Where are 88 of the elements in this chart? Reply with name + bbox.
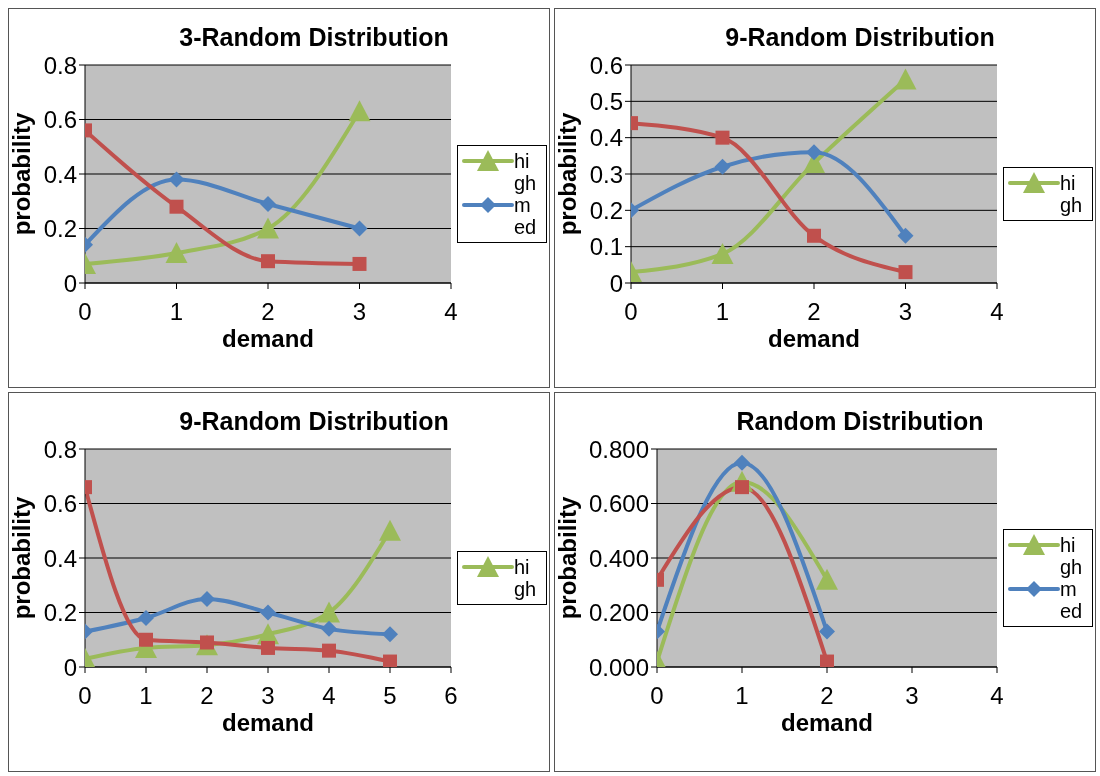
point xyxy=(894,68,917,90)
point xyxy=(383,654,397,667)
x-tick-label: 1 xyxy=(735,682,749,710)
chart-title: 3-Random Distribution xyxy=(178,23,450,52)
x-tick-label: 3 xyxy=(352,298,367,326)
x-tick-label: 4 xyxy=(990,298,1004,326)
y-axis-title: probability xyxy=(7,112,35,236)
y-tick-label: 0.5 xyxy=(589,87,623,115)
x-axis-title: demand xyxy=(767,325,861,352)
y-tick-label: 0.8 xyxy=(43,435,77,463)
y-axis-title: probability xyxy=(553,496,581,620)
point xyxy=(382,626,398,643)
y-tick-label: 0 xyxy=(63,269,77,297)
point xyxy=(260,195,276,212)
y-tick-label: 0.3 xyxy=(589,160,623,188)
x-tick-label: 5 xyxy=(383,682,397,710)
point xyxy=(819,623,835,640)
point xyxy=(257,217,279,239)
legend-label: med xyxy=(1060,578,1084,622)
x-tick-label: 1 xyxy=(715,298,730,326)
y-tick-label: 0 xyxy=(609,269,623,297)
point xyxy=(321,620,337,637)
y-tick-label: 0.2 xyxy=(589,196,623,224)
point xyxy=(261,640,275,655)
point xyxy=(734,454,750,471)
x-tick-label: 6 xyxy=(444,682,458,710)
point xyxy=(348,100,371,122)
y-tick-label: 0.2 xyxy=(43,599,77,627)
y-tick-label: 0.2 xyxy=(43,215,77,243)
x-tick-label: 1 xyxy=(169,298,184,326)
y-axis-title: probability xyxy=(7,496,35,620)
x-tick-label: 1 xyxy=(139,682,153,710)
point xyxy=(199,590,215,607)
y-tick-label: 0.6 xyxy=(43,106,77,134)
x-axis-title: demand xyxy=(221,325,315,352)
y-tick-label: 0.000 xyxy=(588,653,649,681)
y-tick-label: 0.400 xyxy=(588,544,649,572)
x-tick-label: 4 xyxy=(444,298,458,326)
x-axis-title: demand xyxy=(221,709,315,736)
x-tick-label: 4 xyxy=(322,682,336,710)
y-tick-label: 0.200 xyxy=(588,599,649,627)
y-tick-label: 0.600 xyxy=(588,490,649,518)
x-tick-label: 3 xyxy=(905,682,919,710)
x-tick-label: 3 xyxy=(261,682,275,710)
x-axis-title: demand xyxy=(780,709,874,736)
point xyxy=(318,601,340,623)
y-tick-label: 0.4 xyxy=(589,124,623,152)
y-tick-label: 0.4 xyxy=(43,160,77,188)
point xyxy=(715,130,730,145)
point xyxy=(169,199,184,214)
chart-title: 9-Random Distribution xyxy=(724,23,996,52)
point xyxy=(820,654,834,667)
point xyxy=(714,158,731,175)
point xyxy=(168,171,185,188)
x-tick-label: 2 xyxy=(261,298,275,326)
y-tick-label: 0.1 xyxy=(589,233,623,261)
legend-label: high xyxy=(1060,172,1084,216)
legend-label: med xyxy=(514,194,538,238)
point xyxy=(806,144,822,161)
point xyxy=(260,604,276,621)
x-tick-label: 2 xyxy=(200,682,214,710)
point xyxy=(898,265,913,280)
point xyxy=(261,254,275,269)
y-tick-label: 0.6 xyxy=(43,490,77,518)
x-tick-label: 4 xyxy=(990,682,1004,710)
y-tick-label: 0.4 xyxy=(43,544,77,572)
chart-title: Random Distribution xyxy=(735,407,985,436)
point xyxy=(816,568,838,590)
y-tick-label: 0.6 xyxy=(589,51,623,79)
legend-label: high xyxy=(514,556,538,600)
y-tick-label: 0 xyxy=(63,653,77,681)
point xyxy=(165,242,188,264)
x-tick-label: 3 xyxy=(898,298,913,326)
point xyxy=(379,519,401,541)
point xyxy=(897,227,914,244)
chart-title: 9-Random Distribution xyxy=(178,407,450,436)
point xyxy=(138,609,154,626)
point xyxy=(322,643,336,658)
x-tick-label: 2 xyxy=(820,682,834,710)
x-tick-label: 2 xyxy=(807,298,821,326)
point xyxy=(807,228,821,243)
point xyxy=(352,256,367,271)
point xyxy=(711,242,734,264)
y-axis-title: probability xyxy=(553,112,581,236)
y-tick-label: 0.8 xyxy=(43,51,77,79)
point xyxy=(351,220,368,237)
y-tick-label: 0.800 xyxy=(588,435,649,463)
point xyxy=(139,632,153,647)
